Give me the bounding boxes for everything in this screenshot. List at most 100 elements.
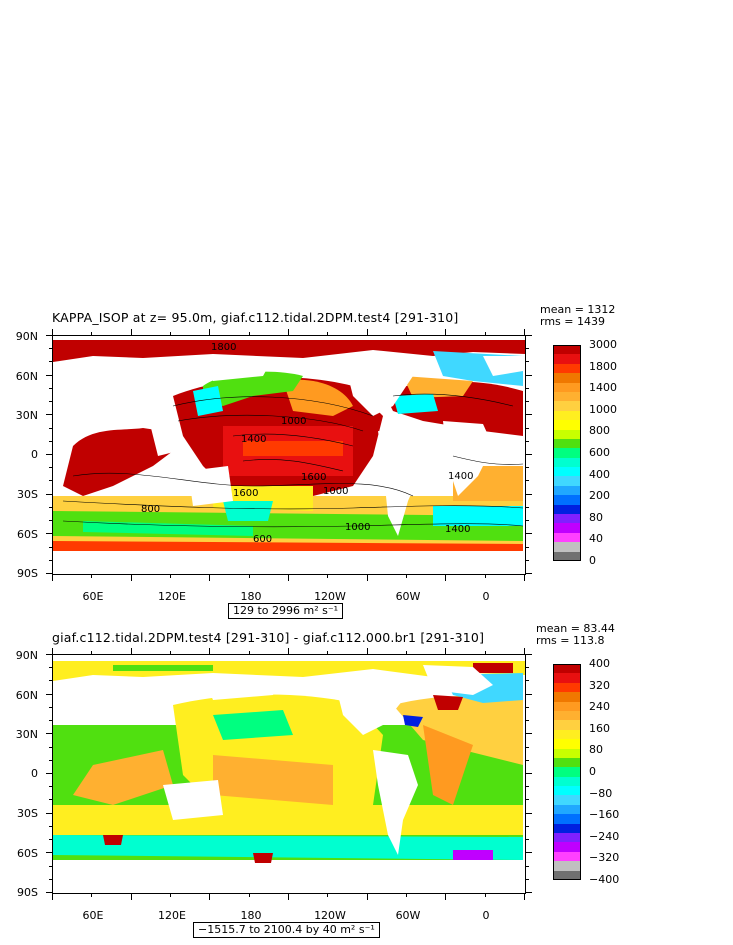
axis-tick [327, 894, 329, 897]
colorbar-swatch [553, 861, 581, 872]
colorbar-swatch [553, 851, 581, 862]
axis-tick [46, 812, 52, 814]
axis-tick [526, 559, 529, 561]
axis-tick [526, 467, 529, 469]
y-tick-label: 30S [17, 807, 38, 820]
axis-tick [170, 575, 171, 578]
axis-tick [49, 427, 52, 429]
axis-tick [49, 387, 52, 389]
colorbar-swatch [553, 448, 581, 459]
colorbar-label: −160 [589, 808, 620, 822]
axis-tick [49, 506, 52, 508]
axis-tick [130, 329, 132, 335]
y-tick-label: 30N [15, 728, 38, 741]
axis-tick [526, 693, 532, 695]
axis-tick [526, 680, 529, 682]
axis-tick [209, 894, 211, 900]
x-tick-label: 60E [82, 590, 104, 603]
axis-tick [526, 573, 532, 574]
colorbar: 400 320 240 160 80 0 −80 −160 −240 −320 −400 [553, 657, 673, 886]
axis-tick [526, 799, 529, 801]
colorbar-swatch [553, 391, 581, 402]
axis-tick [49, 348, 52, 350]
axis-tick [484, 894, 486, 897]
axis-tick [526, 667, 529, 669]
axis-tick [46, 493, 52, 495]
y-tick-label: 0 [31, 767, 38, 780]
colorbar-swatch [553, 739, 581, 750]
colorbar-label: −320 [589, 851, 620, 865]
y-tick-label: 90N [15, 330, 38, 343]
axis-tick [366, 575, 368, 581]
colorbar-swatch [553, 814, 581, 825]
contour-label: 1000 [281, 416, 307, 427]
mean-stat: mean = 1312 [540, 303, 616, 316]
colorbar-swatch [553, 551, 581, 562]
axis-tick [484, 651, 486, 654]
y-tick-label: 30N [15, 409, 38, 422]
colorbar-swatch [553, 532, 581, 543]
colorbar-swatch [553, 438, 581, 449]
axis-tick [526, 546, 529, 548]
colorbar-label: 0 [589, 765, 596, 778]
x-tick-label: 180 [240, 909, 262, 922]
colorbar-label: 240 [589, 700, 610, 714]
axis-tick [46, 533, 52, 535]
axis-tick [49, 520, 52, 522]
x-tick-label: 0 [482, 590, 490, 603]
axis-tick [49, 878, 52, 880]
axis-tick [526, 361, 529, 363]
axis-tick [49, 667, 52, 669]
axis-tick [49, 839, 52, 841]
axis-tick [49, 759, 52, 761]
axis-tick [209, 575, 211, 581]
value-range-box: −1515.7 to 2100.4 by 40 m² s⁻¹ [193, 922, 380, 938]
axis-tick [526, 427, 529, 429]
colorbar-label: 1800 [589, 359, 617, 373]
axis-tick [524, 575, 525, 581]
y-tick-label: 60S [17, 847, 38, 860]
colorbar-label: 0 [589, 554, 596, 567]
axis-tick [49, 799, 52, 801]
x-tick-label: 60E [82, 909, 104, 922]
map-plot [52, 654, 526, 894]
x-tick-label: 60W [395, 590, 421, 603]
panel-title: KAPPA_ISOP at z= 95.0m, giaf.c112.tidal.… [52, 310, 459, 325]
x-tick-label: 120E [158, 590, 186, 603]
axis-tick [209, 329, 211, 335]
axis-tick [406, 332, 407, 335]
axis-tick [526, 454, 532, 455]
axis-tick [526, 746, 529, 748]
axis-tick [524, 648, 525, 654]
axis-tick [49, 865, 52, 867]
x-tick-label: 120E [158, 909, 186, 922]
axis-tick [526, 878, 529, 880]
contour-label: 1000 [345, 522, 371, 533]
axis-tick [526, 520, 529, 522]
axis-tick [46, 693, 52, 695]
axis-tick [46, 414, 52, 416]
y-tick-label: 90S [17, 567, 38, 580]
contour-label: 1800 [211, 342, 237, 353]
axis-tick [327, 575, 329, 578]
colorbar-label: −400 [589, 873, 620, 886]
rms-stat: rms = 113.8 [536, 634, 605, 647]
y-tick-label: 90S [17, 886, 38, 899]
colorbar-label: 600 [589, 446, 610, 459]
contour-label: 1600 [233, 488, 259, 499]
colorbar-label: 160 [589, 721, 610, 735]
colorbar-swatch [553, 673, 581, 684]
axis-tick [49, 467, 52, 469]
axis-tick [526, 733, 532, 735]
axis-tick [526, 533, 532, 535]
colorbar-swatch [553, 729, 581, 740]
axis-tick [91, 575, 93, 578]
axis-tick [49, 720, 52, 722]
colorbar-swatch [553, 748, 581, 759]
y-tick-label: 60S [17, 528, 38, 541]
colorbar-swatch [553, 833, 581, 843]
colorbar-swatch [553, 504, 581, 515]
axis-tick [52, 648, 53, 654]
contour-label: 1600 [301, 472, 327, 483]
colorbar-swatch [553, 757, 581, 768]
